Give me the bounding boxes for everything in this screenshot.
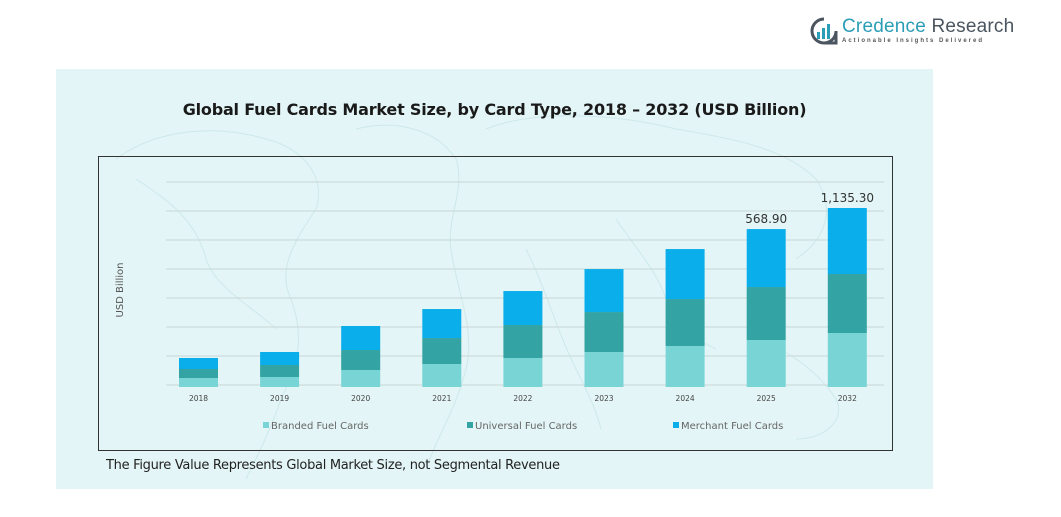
plot-frame	[98, 156, 893, 451]
bar-universal-fuel-cards-2019	[260, 365, 300, 378]
legend-label: Universal Fuel Cards	[475, 421, 577, 432]
chart-title: Global Fuel Cards Market Size, by Card T…	[182, 100, 807, 119]
bar-stack-2025	[746, 229, 786, 387]
credence-logo-icon	[810, 17, 838, 45]
bar-merchant-fuel-cards-2024	[665, 249, 705, 300]
legend-swatch	[263, 422, 269, 428]
bar-merchant-fuel-cards-2021	[422, 309, 462, 339]
bar-branded-fuel-cards-2018	[179, 377, 218, 387]
bar-merchant-fuel-cards-2019	[260, 352, 300, 366]
bar-branded-fuel-cards-2025	[746, 340, 786, 387]
brand-logo: Credence Research Actionable Insights De…	[810, 14, 1014, 48]
bar-stack-2032	[827, 208, 867, 387]
chart-panel: Global Fuel Cards Market Size, by Card T…	[56, 69, 933, 489]
legend-item-universal-fuel-cards: Universal Fuel Cards	[467, 421, 577, 432]
bar-stack-2024	[665, 249, 705, 387]
x-tick-label: 2020	[351, 394, 370, 403]
legend-item-merchant-fuel-cards: Merchant Fuel Cards	[673, 421, 783, 432]
x-axis-labels: 2018 2019 2020 2021 2022 2023 2024 2025 2032	[189, 394, 857, 403]
bar-merchant-fuel-cards-2020	[341, 326, 381, 351]
x-tick-label: 2019	[270, 394, 289, 403]
brand-name: Credence Research	[842, 16, 1015, 37]
bar-branded-fuel-cards-2023	[584, 352, 624, 387]
data-label-2032: 1,135.30	[821, 191, 874, 205]
x-tick-label: 2018	[189, 394, 208, 403]
bar-stack-2018	[179, 358, 218, 387]
bar-merchant-fuel-cards-2032	[827, 208, 867, 274]
bar-merchant-fuel-cards-2025	[746, 229, 786, 288]
bar-stack-2020	[341, 326, 381, 387]
bar-universal-fuel-cards-2032	[827, 273, 867, 333]
bar-merchant-fuel-cards-2018	[179, 358, 218, 369]
x-tick-label: 2024	[676, 394, 695, 403]
legend-label: Merchant Fuel Cards	[681, 421, 783, 432]
x-tick-label: 2022	[513, 394, 532, 403]
bar-stack-2023	[584, 269, 624, 387]
bar-universal-fuel-cards-2022	[503, 325, 543, 359]
bar-universal-fuel-cards-2018	[179, 368, 218, 378]
legend: Branded Fuel Cards Universal Fuel Cards Me…	[263, 421, 783, 432]
bar-stack-2022	[503, 291, 543, 387]
stacked-bar-chart: 2018 2019 2020 2021 2022 2023 2024 2025 2032 568…	[115, 181, 884, 432]
bar-stack-2019	[260, 352, 300, 387]
legend-item-branded-fuel-cards: Branded Fuel Cards	[263, 421, 369, 432]
x-tick-label: 2023	[594, 394, 613, 403]
bar-branded-fuel-cards-2032	[827, 332, 867, 387]
data-label-2025: 568.90	[745, 212, 787, 226]
bar-branded-fuel-cards-2022	[503, 358, 543, 387]
bar-branded-fuel-cards-2021	[422, 364, 462, 387]
y-axis-label: USD Billion	[115, 263, 126, 318]
footnote: The Figure Value Represents Global Marke…	[106, 458, 560, 473]
legend-swatch	[673, 422, 679, 428]
data-labels: 568.90 1,135.30	[745, 191, 874, 226]
legend-swatch	[467, 422, 473, 428]
bar-merchant-fuel-cards-2022	[503, 291, 543, 326]
x-tick-label: 2032	[838, 394, 857, 403]
x-tick-label: 2021	[432, 394, 451, 403]
bar-branded-fuel-cards-2024	[665, 346, 705, 387]
x-tick-label: 2025	[757, 394, 776, 403]
bar-merchant-fuel-cards-2023	[584, 269, 624, 313]
brand-tagline: Actionable Insights Delivered	[842, 38, 985, 44]
bar-universal-fuel-cards-2021	[422, 338, 462, 365]
bars	[179, 208, 867, 387]
bar-branded-fuel-cards-2019	[260, 377, 300, 387]
bar-universal-fuel-cards-2020	[341, 350, 381, 371]
bar-branded-fuel-cards-2020	[341, 370, 381, 387]
bar-stack-2021	[422, 309, 462, 387]
bar-universal-fuel-cards-2025	[746, 287, 786, 341]
bar-universal-fuel-cards-2023	[584, 312, 624, 353]
bar-universal-fuel-cards-2024	[665, 299, 705, 347]
legend-label: Branded Fuel Cards	[271, 421, 369, 432]
